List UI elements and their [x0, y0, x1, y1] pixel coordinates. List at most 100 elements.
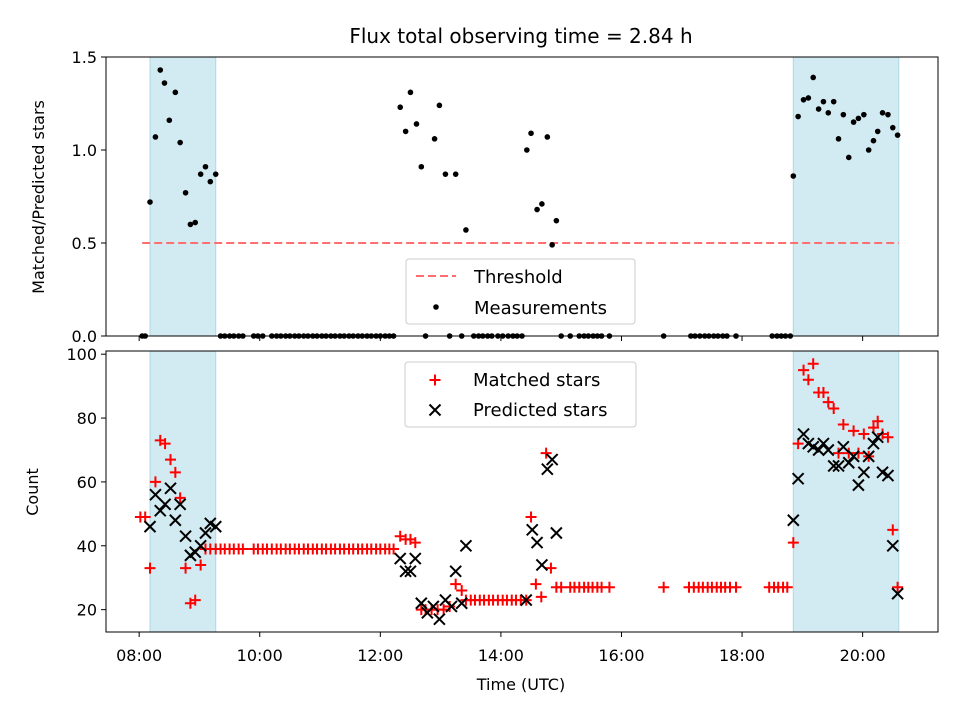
matched-star-point [798, 364, 810, 376]
measurement-point [795, 113, 801, 120]
bottom-xtick-label: 20:00 [840, 646, 886, 665]
predicted-star-point [394, 552, 407, 565]
predicted-star-point [832, 459, 845, 473]
top-ytick-label: 1.5 [72, 48, 97, 67]
matched-star-point [535, 591, 547, 603]
top-shaded-span-0 [149, 56, 217, 337]
matched-star-point [843, 447, 855, 459]
bottom-xtick-label: 18:00 [719, 646, 765, 665]
measurement-point [879, 110, 886, 116]
top-legend: Threshold Measurements [405, 258, 636, 325]
predicted-star-point [827, 459, 840, 473]
matched-star-point [165, 454, 177, 466]
measurement-point [157, 67, 164, 73]
predicted-star-point [449, 565, 462, 578]
measurement-point [855, 115, 862, 122]
matched-star-point [792, 438, 804, 450]
matched-star-point [807, 358, 819, 370]
predicted-star-point [173, 498, 187, 511]
bottom-xtick-label: 14:00 [478, 646, 524, 665]
predicted-star-point [842, 456, 855, 469]
predicted-star-point [817, 437, 830, 450]
measurement-point [815, 106, 822, 112]
measurement-point [861, 111, 867, 118]
predicted-star-point [409, 552, 422, 565]
legend-predicted-label: Predicted stars [473, 400, 607, 421]
measurement-point [442, 171, 449, 177]
measurement-point [790, 173, 797, 179]
measurement-point [800, 96, 807, 103]
legend-matched-label: Matched stars [473, 370, 600, 391]
measurement-point [524, 147, 530, 153]
predicted-star-point [847, 450, 860, 463]
measurement-point [207, 178, 214, 185]
measurement-point [539, 201, 545, 207]
measurement-point [402, 128, 409, 135]
measurement-point [413, 121, 420, 127]
predicted-star-point [209, 520, 222, 533]
legend-measurement-swatch [433, 304, 439, 310]
matched-star-point [867, 422, 879, 434]
measurement-point [147, 199, 153, 205]
matched-star-point [388, 543, 400, 555]
matched-star-point [174, 492, 186, 504]
measurement-point [885, 111, 891, 118]
predicted-star-point [445, 600, 458, 613]
legend-measurement-label: Measurements [474, 298, 607, 319]
predicted-star-point [886, 539, 899, 552]
measurement-point [870, 137, 877, 144]
predicted-star-point [399, 565, 412, 578]
measurement-point [894, 132, 901, 138]
predicted-star-point [169, 514, 182, 527]
bottom-xtick-label: 16:00 [598, 646, 644, 665]
matched-star-point [195, 559, 207, 571]
matched-star-point [781, 581, 793, 593]
matched-star-point [787, 537, 799, 549]
predicted-star-point [194, 539, 207, 552]
matched-star-point [882, 431, 894, 443]
legend-matched-swatch [429, 374, 441, 386]
measurement-point [161, 80, 168, 86]
bottom-shaded-span-1 [792, 350, 900, 633]
top-ytick-label: 0.5 [72, 234, 97, 253]
measurement-point [820, 98, 827, 105]
measurement-point [835, 136, 842, 142]
predicted-star-point [520, 593, 533, 607]
measurement-point [840, 111, 847, 118]
predicted-star-point [797, 427, 810, 441]
predicted-star-point [404, 565, 417, 578]
measurement-point [202, 163, 209, 170]
measurement-point [397, 104, 404, 111]
measurement-point [187, 221, 194, 228]
matched-star-point [603, 581, 615, 593]
predicted-star-point [164, 482, 177, 495]
matched-star-point [802, 374, 814, 386]
bottom-ytick-label: 80 [77, 409, 97, 428]
predicted-star-point [837, 440, 850, 454]
measurement-point [874, 128, 881, 135]
bottom-ytick-label: 40 [77, 537, 97, 556]
predicted-star-point [530, 536, 544, 549]
predicted-star-point [545, 453, 559, 466]
predicted-star-point [158, 498, 172, 511]
matched-star-point [540, 447, 552, 459]
measurement-point [553, 217, 560, 224]
predicted-star-point [857, 466, 871, 479]
matched-star-point [837, 418, 849, 430]
predicted-star-point [415, 597, 428, 610]
ratio-panel: 0.0 0.5 1.0 1.5 Matched/Predicted stars Thr… [29, 48, 939, 346]
predicted-star-point [143, 520, 157, 533]
bottom-ytick-label: 20 [77, 601, 97, 620]
predicted-star-point [787, 514, 800, 527]
matched-star-point [189, 594, 201, 606]
matched-star-point [545, 562, 557, 574]
measurement-point [544, 134, 551, 140]
top-y-axis-label: Matched/Predicted stars [29, 100, 48, 294]
measurement-point [452, 171, 459, 177]
chart-title: Flux total observing time = 2.84 h [349, 24, 692, 48]
predicted-star-point [541, 462, 554, 476]
matched-star-point [817, 387, 829, 399]
predicted-star-point [459, 539, 473, 552]
matched-star-point [822, 396, 834, 408]
measurement-point [845, 154, 852, 161]
